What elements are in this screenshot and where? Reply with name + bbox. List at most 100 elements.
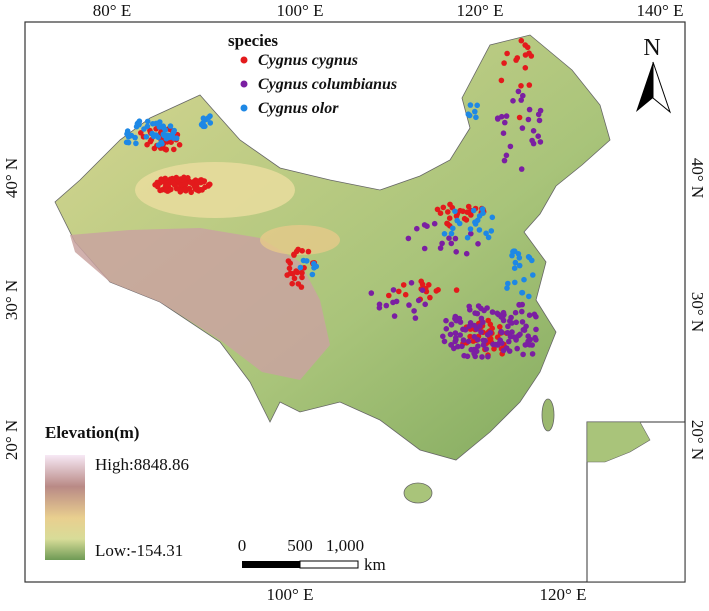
- occurrence-point: [434, 206, 441, 213]
- right-tick-label: 40° N: [688, 158, 707, 198]
- occurrence-point: [294, 269, 301, 276]
- occurrence-point: [437, 245, 444, 251]
- occurrence-point: [522, 65, 529, 71]
- occurrence-point: [207, 181, 213, 188]
- north-label: N: [643, 35, 660, 61]
- occurrence-point: [162, 146, 168, 152]
- occurrence-point: [299, 274, 305, 281]
- occurrence-point: [443, 317, 449, 324]
- occurrence-point: [509, 320, 515, 326]
- occurrence-point: [499, 329, 505, 336]
- occurrence-point: [144, 118, 151, 125]
- occurrence-point: [526, 293, 532, 300]
- occurrence-point: [489, 325, 496, 332]
- occurrence-point: [383, 302, 390, 309]
- occurrence-point: [533, 326, 539, 333]
- occurrence-point: [511, 334, 518, 341]
- occurrence-point: [503, 113, 510, 119]
- occurrence-point: [471, 333, 478, 340]
- north-arrow: [652, 61, 672, 114]
- occurrence-point: [173, 135, 180, 141]
- legend-title: species: [228, 31, 278, 50]
- top-tick-label: 140° E: [637, 1, 684, 20]
- occurrence-point: [498, 77, 505, 84]
- occurrence-point: [450, 225, 456, 232]
- occurrence-point: [526, 312, 533, 319]
- occurrence-point: [446, 215, 453, 221]
- occurrence-point: [368, 290, 375, 296]
- occurrence-point: [501, 157, 508, 164]
- occurrence-point: [515, 88, 522, 95]
- occurrence-point: [391, 313, 398, 319]
- occurrence-point: [483, 230, 489, 237]
- occurrence-point: [160, 125, 167, 131]
- occurrence-point: [448, 322, 455, 328]
- occurrence-point: [445, 209, 451, 215]
- occurrence-point: [194, 187, 200, 193]
- occurrence-point: [166, 134, 173, 141]
- hainan: [403, 482, 433, 504]
- occurrence-point: [431, 220, 438, 227]
- occurrence-point: [461, 215, 468, 222]
- occurrence-point: [483, 346, 490, 352]
- occurrence-point: [485, 353, 491, 360]
- basin: [260, 225, 340, 255]
- occurrence-point: [517, 331, 523, 338]
- occurrence-point: [529, 351, 536, 357]
- occurrence-point: [311, 260, 317, 267]
- occurrence-point: [305, 248, 312, 255]
- occurrence-point: [505, 280, 511, 287]
- occurrence-point: [154, 182, 161, 188]
- elevation-high: High:8848.86: [95, 455, 189, 474]
- occurrence-point: [512, 309, 519, 316]
- occurrence-point: [516, 114, 523, 121]
- occurrence-point: [448, 240, 455, 247]
- occurrence-point: [512, 259, 519, 266]
- left-tick-label: 20° N: [2, 420, 21, 460]
- north-arrow: [636, 62, 653, 112]
- occurrence-point: [468, 346, 475, 353]
- occurrence-point: [171, 146, 177, 153]
- occurrence-point: [527, 336, 533, 343]
- occurrence-point: [149, 130, 155, 137]
- occurrence-point: [489, 214, 496, 221]
- occurrence-point: [289, 280, 296, 287]
- occurrence-point: [439, 240, 445, 247]
- legend-label: Cygnus columbianus: [258, 76, 397, 93]
- occurrence-point: [519, 319, 526, 325]
- bottom-tick-label: 100° E: [267, 585, 314, 604]
- occurrence-point: [419, 287, 426, 294]
- occurrence-point: [479, 354, 485, 360]
- occurrence-point: [376, 301, 383, 308]
- occurrence-point: [457, 332, 464, 338]
- occurrence-point: [451, 345, 457, 352]
- occurrence-point: [408, 280, 415, 286]
- occurrence-point: [473, 114, 479, 121]
- occurrence-point: [161, 132, 167, 139]
- tibet-plateau: [70, 228, 330, 380]
- occurrence-point: [495, 116, 501, 122]
- occurrence-point: [414, 225, 420, 232]
- occurrence-point: [505, 323, 511, 330]
- occurrence-point: [475, 343, 481, 350]
- occurrence-point: [426, 282, 432, 288]
- occurrence-point: [452, 330, 459, 336]
- occurrence-point: [164, 182, 170, 189]
- occurrence-point: [182, 186, 189, 192]
- occurrence-point: [515, 251, 522, 257]
- occurrence-point: [522, 52, 529, 58]
- occurrence-point: [157, 119, 163, 125]
- occurrence-point: [453, 287, 460, 293]
- occurrence-point: [526, 106, 533, 113]
- occurrence-point: [487, 329, 494, 336]
- occurrence-point: [133, 140, 139, 147]
- scale-bar: [242, 561, 300, 568]
- occurrence-point: [485, 234, 492, 241]
- occurrence-point: [168, 139, 174, 145]
- occurrence-point: [136, 121, 142, 128]
- top-tick-label: 100° E: [277, 1, 324, 20]
- occurrence-point: [411, 308, 417, 314]
- occurrence-point: [427, 294, 433, 301]
- occurrence-point: [155, 142, 162, 148]
- occurrence-point: [463, 250, 470, 257]
